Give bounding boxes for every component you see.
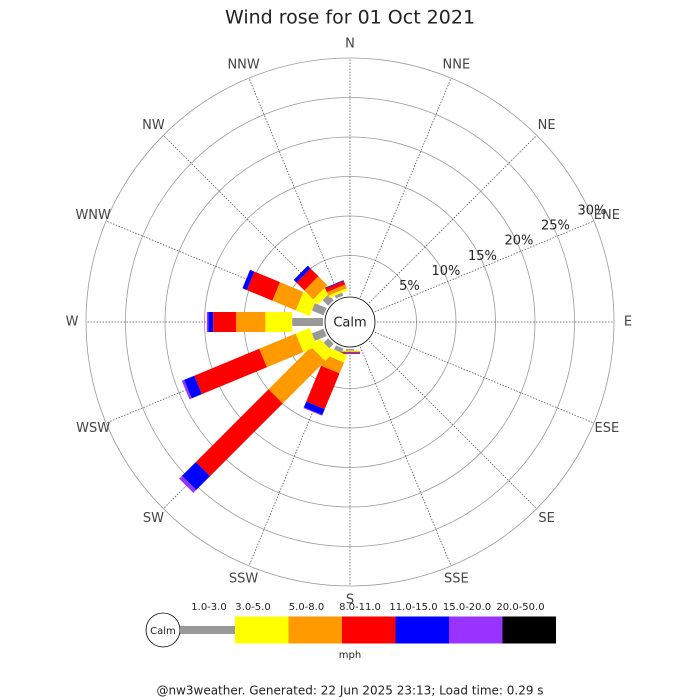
r-tick-label: 15%: [468, 249, 497, 264]
wind-bar: [303, 401, 325, 415]
direction-line: [368, 340, 537, 509]
direction-label: WSW: [76, 421, 110, 436]
wind-bar: [334, 345, 344, 353]
wind-bar: [265, 312, 293, 332]
direction-label: NNW: [227, 58, 259, 73]
wind-bar: [304, 276, 328, 300]
direction-label: ESE: [594, 421, 619, 436]
legend-swatch: [235, 616, 289, 644]
legend-label: 20.0-50.0: [496, 602, 544, 613]
wind-bar: [194, 348, 267, 395]
legend-label: 15.0-20.0: [443, 602, 491, 613]
r-tick-label: 25%: [541, 219, 570, 234]
legend-label: 1.0-3.0: [191, 602, 226, 613]
grid-ring: [85, 57, 615, 587]
chart-title: Wind rose for 01 Oct 2021: [225, 7, 475, 29]
wind-bar: [296, 268, 319, 291]
wind-bar: [242, 269, 255, 291]
direction-label: SW: [143, 511, 164, 526]
wind-bar: [340, 350, 360, 352]
direction-label: S: [346, 593, 354, 608]
legend-label: 11.0-15.0: [389, 602, 437, 613]
direction-label: NNE: [443, 58, 471, 73]
wind-bar: [292, 318, 323, 326]
calm-label: Calm: [333, 316, 366, 331]
wind-bar: [311, 303, 327, 316]
wind-bar: [181, 461, 211, 491]
direction-label: NE: [538, 118, 556, 133]
wind-bar: [310, 338, 334, 362]
wind-bar: [259, 333, 304, 368]
direction-line: [374, 220, 595, 313]
grid-ring: [164, 136, 536, 508]
legend-calm-label: Calm: [150, 626, 176, 637]
wind-bar: [311, 328, 327, 341]
legend-swatch: [180, 626, 235, 634]
wind-bar: [334, 292, 344, 299]
r-tick-label: 30%: [577, 203, 606, 218]
legend-label: 3.0-5.0: [235, 602, 270, 613]
direction-label: NW: [142, 118, 165, 133]
calm-circle: [324, 296, 376, 348]
legend-swatch: [395, 616, 449, 644]
wind-bar: [321, 354, 345, 374]
wind-bar: [324, 280, 344, 289]
direction-label: SSE: [444, 571, 469, 586]
direction-label: N: [345, 37, 355, 52]
wind-bar: [236, 312, 266, 332]
direction-line: [359, 346, 452, 567]
wind-bar: [293, 265, 311, 283]
legend-swatch: [502, 616, 556, 644]
wind-bar: [340, 351, 360, 353]
wind-bar: [181, 379, 192, 400]
r-tick-label: 20%: [504, 234, 533, 249]
wind-bar: [208, 312, 214, 332]
wind-bar: [325, 280, 346, 293]
wind-bar: [246, 271, 280, 301]
wind-bar: [340, 352, 360, 354]
footer: @nw3weather. Generated: 22 Jun 2025 23:1…: [156, 684, 543, 698]
direction-label: ENE: [594, 208, 620, 223]
wind-bar: [195, 389, 283, 477]
r-tick-label: 10%: [431, 264, 460, 279]
direction-line: [248, 77, 341, 298]
direction-line: [374, 331, 595, 424]
direction-label: WNW: [75, 208, 111, 223]
wind-bar: [340, 352, 360, 353]
wind-bar: [322, 294, 334, 306]
direction-label: SSW: [229, 571, 259, 586]
unit-label: mph: [339, 650, 361, 661]
wind-bar: [295, 327, 318, 353]
wind-bar: [306, 365, 340, 410]
wind-bar: [272, 282, 304, 311]
wind-bar: [213, 312, 237, 332]
wind-bar: [346, 349, 354, 351]
legend-swatch: [288, 616, 342, 644]
wind-bar: [179, 475, 197, 493]
legend-label: 5.0-8.0: [289, 602, 324, 613]
wind-bar: [323, 338, 334, 349]
direction-label: W: [66, 315, 79, 330]
direction-label: SE: [538, 511, 554, 526]
r-tick-label: 5%: [399, 279, 420, 294]
legend-swatch: [449, 616, 503, 644]
legend-label: 8.0-11.0: [339, 602, 381, 613]
direction-line: [368, 135, 537, 304]
wind-bar: [268, 346, 326, 404]
direction-label: E: [624, 315, 632, 330]
wind-bar: [328, 288, 348, 298]
wind-bar: [184, 375, 202, 399]
legend-swatch: [342, 616, 396, 644]
grid-ring: [125, 97, 575, 547]
wind-bar: [206, 312, 209, 332]
direction-line: [359, 77, 452, 298]
wind-bar: [326, 284, 347, 296]
wind-bar: [303, 407, 323, 416]
